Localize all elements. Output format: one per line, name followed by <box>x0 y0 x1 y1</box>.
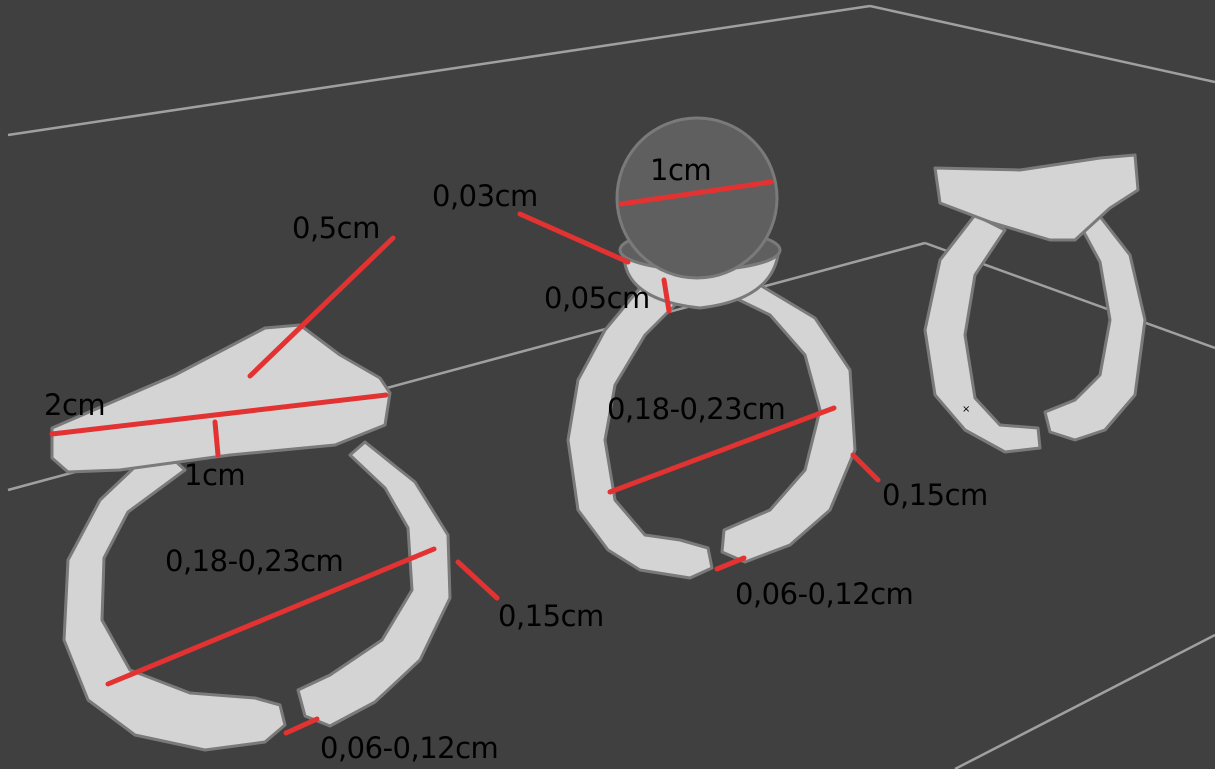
right-ring-band-left <box>923 213 1042 454</box>
measure-line-left-thickness <box>455 559 500 601</box>
measure-line-mid-cup <box>661 277 672 314</box>
measure-line-left-height <box>212 419 221 458</box>
label-left-inner-diameter: 0,18-0,23cm <box>165 544 344 578</box>
right-ring-top-block <box>933 153 1140 242</box>
grid-line-back-right <box>869 4 1215 84</box>
left-ring-top-block <box>50 323 392 474</box>
label-left-gap: 0,06-0,12cm <box>320 731 499 765</box>
measure-line-mid-sphere <box>618 179 774 207</box>
measurement-lines <box>49 179 881 736</box>
middle-ring-band-left <box>566 286 714 580</box>
label-left-top-height: 1cm <box>184 458 246 492</box>
measure-line-mid-rim <box>517 211 631 265</box>
middle-ring-sphere <box>615 116 779 280</box>
measure-line-mid-diameter <box>607 405 837 495</box>
label-mid-band-thickness: 0,15cm <box>882 478 988 512</box>
grid-line-front <box>954 633 1215 769</box>
right-ring-band-right <box>1043 208 1147 442</box>
measure-line-left-gap <box>283 716 320 736</box>
measure-line-mid-thickness <box>850 452 881 483</box>
small-cross-mark: × <box>962 404 970 415</box>
label-left-band-thickness: 0,15cm <box>498 599 604 633</box>
label-mid-cup-rim: 0,03cm <box>432 179 538 213</box>
left-ring-band <box>62 443 287 752</box>
middle-ring <box>566 116 857 580</box>
measure-line-mid-gap <box>714 555 747 572</box>
label-left-top-width: 2cm <box>44 388 106 422</box>
measure-line-left-width <box>49 392 389 437</box>
grid-line-back <box>7 4 871 137</box>
left-ring-band-right <box>296 440 452 728</box>
right-ring <box>923 153 1147 454</box>
measure-line-left-diameter <box>105 546 437 687</box>
middle-ring-band-right <box>720 283 857 564</box>
label-mid-inner-diameter: 0,18-0,23cm <box>607 392 786 426</box>
label-mid-gap: 0,06-0,12cm <box>735 577 914 611</box>
label-left-peak: 0,5cm <box>292 211 380 245</box>
label-mid-sphere-diameter: 1cm <box>650 153 712 187</box>
measure-line-left-peak <box>247 235 396 379</box>
label-mid-cup-height: 0,05cm <box>544 281 650 315</box>
left-ring <box>50 323 452 752</box>
